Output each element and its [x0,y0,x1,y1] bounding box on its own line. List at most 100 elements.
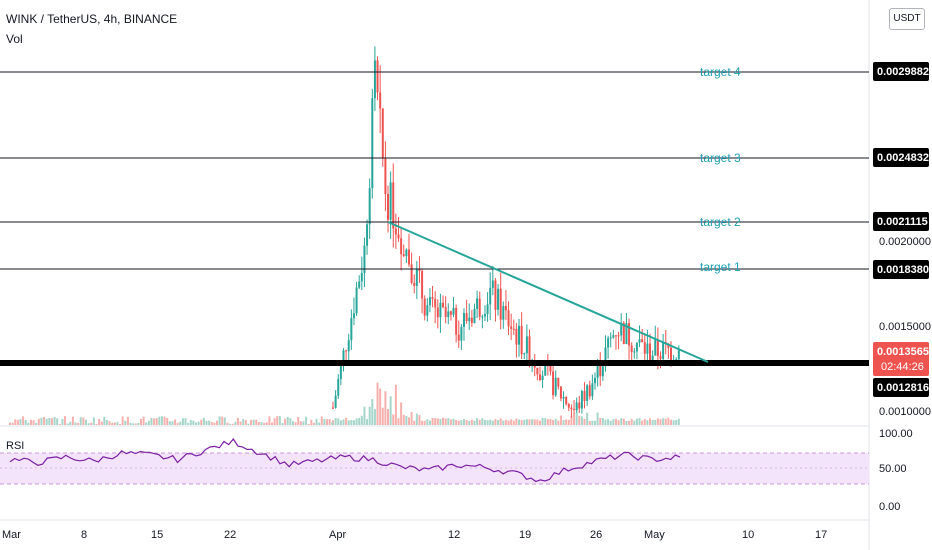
candle-24 [394,213,397,249]
volume-bar-pre-330 [328,419,331,425]
volume-bar-77 [533,419,536,425]
volume-bar-pre-324 [323,418,326,425]
candle-92 [573,399,576,417]
volume-bar-82 [546,419,549,425]
candle-44 [447,303,450,325]
symbol-title[interactable]: WINK / TetherUS, 4h, BINANCE [6,12,178,26]
candle-102 [599,352,602,387]
volume-bar-pre-18 [16,419,19,425]
candle-84 [552,363,555,400]
rsi-label: RSI [6,440,24,452]
volume-bar-10 [358,417,361,425]
volume-bar-pre-180 [179,421,182,425]
time-tick-22: 22 [224,529,236,541]
volume-bar-pre-165 [163,416,166,425]
candle-65 [502,301,505,329]
candle-13 [366,219,369,255]
currency-button[interactable]: USDT [889,8,925,30]
volume-bar-12 [363,406,366,425]
rsi-tick-50: 50.00 [879,463,907,475]
volume-bar-pre-49 [48,417,51,425]
volume-bar-pre-293 [291,421,294,425]
candle-68 [510,313,513,341]
volume-bar-131 [675,420,678,425]
trendline[interactable] [387,221,709,363]
volume-bar-pre-170 [168,421,171,425]
volume-bar-pre-227 [226,422,229,425]
candle-123 [654,325,657,356]
volume-bar-pre-243 [242,419,245,425]
candle-116 [635,342,638,360]
volume-bar-pre-254 [252,419,255,425]
volume-bar-pre-191 [189,419,192,425]
price-tick-0: 0.0020000 [879,236,931,248]
volume-bar-52 [468,420,471,425]
volume-bar-65 [502,420,505,425]
candle-23 [392,163,395,248]
volume-bar-11 [360,415,363,425]
candle-55 [476,290,479,318]
candle-118 [641,328,644,343]
time-tick-15: 15 [151,529,163,541]
volume-bar-74 [525,419,528,425]
candle-64 [499,272,502,330]
candle-42 [442,295,445,309]
volume-bar-24 [394,384,397,425]
volume-bar-108 [614,418,617,425]
volume-bar-13 [366,419,369,425]
volume-bar-pre-207 [205,420,208,425]
candle-73 [523,352,526,360]
candle-97 [586,384,589,406]
volume-bar-pre-110 [108,421,111,425]
candle-53 [470,309,473,327]
volume-bar-pre-83 [82,417,85,425]
svg-text:0.0013565: 0.0013565 [877,346,929,358]
volume-bar-pre-144 [142,416,145,425]
volume-bar-81 [544,418,547,425]
candle-31 [413,274,416,294]
volume-bar-pre-262 [260,421,263,425]
target-1-label: target 1 [700,260,741,274]
volume-bar-126 [662,418,665,425]
volume-bar-100 [594,420,596,425]
volume-bar-pre-285 [284,418,287,425]
volume-bar-123 [654,419,657,425]
volume-bar-pre-128 [126,417,129,425]
candle-59 [486,292,489,322]
volume-bar-79 [538,420,541,425]
volume-bar-9 [355,418,358,425]
volume-bar-pre-280 [278,416,281,425]
volume-bar-92 [573,417,576,425]
volume-bar-pre-282 [281,423,284,425]
volume-bar-55 [476,418,479,425]
volume-bar-pre-157 [155,418,158,425]
volume-bar-pre-178 [176,422,179,425]
volume-bar-pre-36 [35,423,38,425]
time-tick-19: 19 [519,529,531,541]
volume-bar-98 [588,420,591,425]
candle-66 [504,290,507,321]
candle-43 [444,296,447,324]
candle-109 [617,331,620,350]
volume-bar-69 [512,420,515,425]
volume-bar-pre-212 [210,421,213,425]
candle-132 [677,345,680,361]
volume-bar-1 [334,418,337,425]
candle-49 [460,324,463,351]
volume-bar-pre-89 [87,423,90,425]
volume-indicator-label[interactable]: Vol [6,32,23,46]
volume-bar-pre-78 [77,422,80,425]
time-tick-10: 10 [742,529,754,541]
candle-22 [389,171,392,239]
candle-67 [507,301,510,335]
volume-bar-94 [578,415,581,425]
candle-88 [562,391,565,409]
volume-bar-73 [523,419,526,425]
volume-bar-pre-141 [140,418,142,425]
volume-bar-86 [557,420,560,425]
candle-70 [515,323,518,358]
volume-bar-72 [520,420,523,425]
volume-bar-15 [371,399,374,425]
volume-bar-pre-62 [61,418,64,425]
